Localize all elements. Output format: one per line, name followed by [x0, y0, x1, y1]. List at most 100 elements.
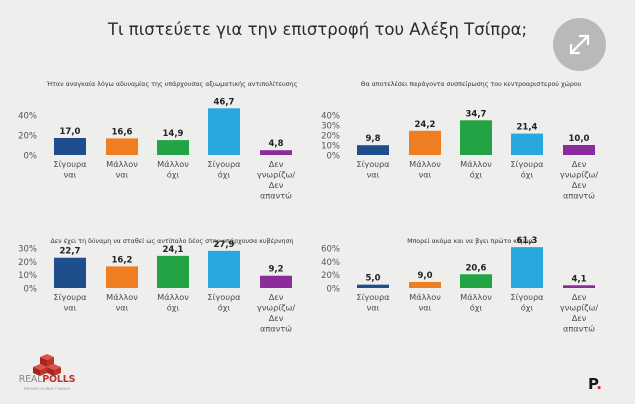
bar-value-label: 16,6: [112, 127, 133, 137]
bar: [409, 130, 441, 155]
bar-value-label: 14,9: [163, 129, 184, 139]
category-label: Σίγουρα: [53, 292, 86, 302]
chart-title: Δεν έχει τη δύναμη να σταθεί ως αντίπαλο…: [50, 237, 293, 245]
brand-dot: .: [596, 375, 602, 393]
bar: [106, 138, 138, 155]
category-label: Μάλλον: [157, 159, 189, 169]
category-label: όχι: [470, 303, 483, 313]
logo-text-polls: POLLS: [42, 374, 76, 385]
category-label: ναι: [116, 303, 129, 313]
bar-value-label: 17,0: [60, 127, 81, 137]
category-label: Δεν: [572, 159, 587, 169]
bar-value-label: 24,2: [415, 120, 436, 130]
y-tick-label: 10%: [18, 271, 37, 281]
category-label: γνωρίζω/: [560, 170, 599, 180]
y-tick-label: 20%: [321, 132, 340, 142]
y-tick-label: 40%: [18, 112, 37, 122]
category-label: απαντώ: [260, 191, 292, 201]
category-label: Μάλλον: [460, 159, 492, 169]
bar: [208, 250, 240, 288]
category-label: απαντώ: [563, 324, 595, 334]
category-label: Δεν: [572, 313, 587, 323]
y-tick-label: 0%: [24, 152, 38, 162]
y-tick-label: 0%: [327, 285, 341, 295]
brand-mark: P.: [588, 375, 602, 393]
bar: [106, 266, 138, 288]
logo-tagline: ΕΡΕΥΝΕΣ ΚΟΙΝΗΣ ΓΝΩΜΗΣ: [23, 387, 71, 391]
category-label: Σίγουρα: [510, 159, 543, 169]
bar: [260, 275, 292, 288]
category-label: ναι: [419, 170, 432, 180]
category-label: Δεν: [269, 180, 284, 190]
expand-button[interactable]: [553, 18, 606, 71]
bar-value-label: 16,2: [112, 255, 133, 265]
y-tick-label: 0%: [24, 285, 38, 295]
bar-value-label: 4,1: [571, 274, 586, 284]
category-label: Μάλλον: [409, 292, 441, 302]
category-label: γνωρίζω/: [257, 170, 296, 180]
y-tick-label: 30%: [18, 245, 37, 255]
logo-text-real: REAL: [18, 374, 43, 385]
category-label: ναι: [64, 170, 77, 180]
category-label: Μάλλον: [460, 292, 492, 302]
category-label: Σίγουρα: [356, 159, 389, 169]
bar: [54, 257, 86, 288]
category-label: Μάλλον: [106, 292, 138, 302]
category-label: Μάλλον: [106, 159, 138, 169]
bar-value-label: 9,2: [268, 265, 283, 275]
realpolls-logo: REALPOLLS ΕΡΕΥΝΕΣ ΚΟΙΝΗΣ ΓΝΩΜΗΣ: [16, 352, 78, 396]
bar: [460, 274, 492, 288]
y-tick-label: 20%: [321, 271, 340, 281]
category-label: όχι: [470, 170, 483, 180]
y-tick-label: 10%: [321, 142, 340, 152]
page-title: Τι πιστεύετε για την επιστροφή του Αλέξη…: [107, 20, 528, 39]
y-tick-label: 20%: [18, 258, 37, 268]
category-label: Δεν: [572, 292, 587, 302]
chart-title: Μπορεί ακόμα και να βγει πρώτο κόμμα: [407, 237, 533, 245]
category-label: Δεν: [269, 292, 284, 302]
category-label: απαντώ: [260, 324, 292, 334]
bar-value-label: 20,6: [466, 263, 487, 273]
bar: [54, 138, 86, 155]
bar: [563, 285, 595, 288]
chart-title: Ήταν αναγκαία λόγω αδυναμίας της υπάρχου…: [46, 80, 298, 88]
chart-title: Θα αποτελέσει παράγοντα συσπείρωσης του …: [361, 80, 582, 88]
bar-value-label: 34,7: [466, 109, 487, 119]
category-label: Μάλλον: [157, 292, 189, 302]
bar-value-label: 22,7: [60, 247, 81, 257]
category-label: όχι: [521, 170, 534, 180]
category-label: Σίγουρα: [510, 292, 543, 302]
category-label: Δεν: [269, 159, 284, 169]
category-label: όχι: [167, 303, 180, 313]
bar-value-label: 27,9: [214, 240, 235, 250]
category-label: απαντώ: [563, 191, 595, 201]
bar-value-label: 21,4: [517, 123, 538, 133]
bar: [157, 140, 189, 155]
bar-value-label: 9,0: [417, 271, 432, 281]
bar: [409, 281, 441, 288]
bar: [460, 120, 492, 155]
y-tick-label: 40%: [321, 112, 340, 122]
bar: [260, 150, 292, 155]
y-tick-label: 30%: [321, 122, 340, 132]
bar: [357, 145, 389, 155]
category-label: ναι: [116, 170, 129, 180]
y-tick-label: 60%: [321, 244, 340, 254]
bar: [511, 133, 543, 155]
bar: [511, 247, 543, 288]
category-label: ναι: [64, 303, 77, 313]
bar-value-label: 9,8: [365, 134, 380, 144]
bar: [157, 255, 189, 288]
bar-value-label: 5,0: [365, 274, 380, 284]
bar-value-label: 10,0: [569, 134, 590, 144]
category-label: γνωρίζω/: [560, 303, 599, 313]
bar-value-label: 24,1: [163, 245, 184, 255]
category-label: Σίγουρα: [207, 292, 240, 302]
y-tick-label: 20%: [18, 132, 37, 142]
category-label: όχι: [167, 170, 180, 180]
category-label: Δεν: [269, 313, 284, 323]
expand-arrows-icon: [569, 34, 590, 55]
category-label: ναι: [367, 303, 380, 313]
category-label: όχι: [521, 303, 534, 313]
